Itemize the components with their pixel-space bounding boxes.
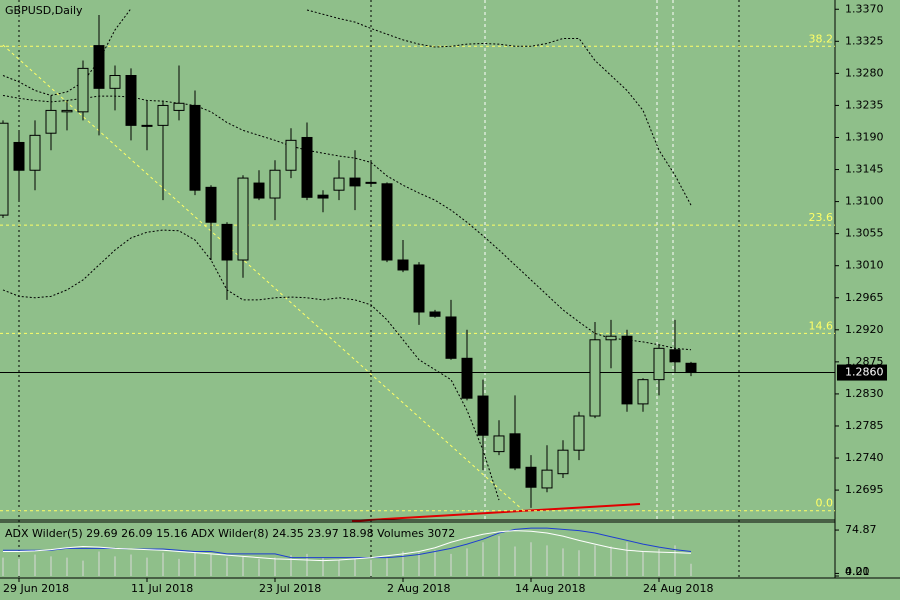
x-tick-label: 11 Jul 2018: [131, 582, 193, 595]
x-tick-label: 2 Aug 2018: [387, 582, 450, 595]
candle-body: [141, 124, 153, 127]
y-tick-label: 1.3010: [845, 259, 884, 272]
candle-body: [13, 141, 25, 171]
candle-body: [253, 182, 265, 199]
x-tick-label: 14 Aug 2018: [515, 582, 585, 595]
candle-body: [685, 362, 697, 374]
fib-label: 14.6: [809, 319, 834, 332]
candle-body: [381, 183, 393, 261]
band-middle: [2, 94, 692, 351]
candle-body: [413, 264, 425, 313]
candle-body: [397, 259, 409, 271]
y-tick-label: 1.2830: [845, 387, 884, 400]
indicator-tick-label: 0.00: [845, 565, 870, 578]
candle-body: [445, 316, 457, 359]
candle-body: [205, 186, 217, 223]
y-tick-label: 1.2965: [845, 291, 884, 304]
y-tick-label: 1.3235: [845, 98, 884, 111]
y-tick-label: 1.3280: [845, 66, 884, 79]
candle-body: [493, 435, 505, 453]
candle-body: [301, 136, 313, 198]
candle-body: [477, 395, 489, 436]
trend-line: [351, 503, 641, 522]
y-tick-label: 1.2695: [845, 483, 884, 496]
candle-body: [237, 177, 249, 261]
y-tick-label: 1.2740: [845, 451, 884, 464]
band-upper: [306, 9, 692, 206]
indicator-tick-label: 4.21: [845, 565, 870, 578]
chart-title: GBPUSD,Daily: [5, 4, 83, 17]
candle-body: [349, 177, 361, 187]
y-tick-label: 1.3190: [845, 130, 884, 143]
candle-body: [573, 415, 585, 451]
candle-body: [333, 177, 345, 191]
candle-body: [525, 466, 537, 488]
candle-body: [29, 134, 41, 171]
y-tick-label: 1.3055: [845, 227, 884, 240]
indicator-legend: ADX Wilder(5) 29.69 26.09 15.16 ADX Wild…: [5, 527, 455, 540]
candle-body: [285, 139, 297, 171]
candle-body: [45, 109, 57, 134]
band-lower: [2, 229, 500, 501]
y-tick-label: 1.3370: [845, 2, 884, 15]
candle-body: [669, 349, 681, 363]
candle-body: [221, 223, 233, 261]
adx-line: [3, 530, 692, 562]
band-upper: [2, 8, 132, 96]
candle-body: [637, 379, 649, 405]
y-tick-label: 1.2785: [845, 419, 884, 432]
candle-body: [621, 335, 633, 405]
last-price-box: [837, 364, 887, 381]
fib-label: 23.6: [809, 211, 834, 224]
fib-label: 0.0: [816, 497, 834, 510]
candle-body: [0, 122, 9, 216]
candle-body: [541, 469, 553, 489]
candle-body: [605, 335, 617, 341]
vertical-markers: [18, 0, 740, 578]
fib-label: 38.2: [809, 32, 834, 45]
x-tick-label: 29 Jun 2018: [3, 582, 69, 595]
candle-body: [61, 109, 73, 113]
candle-body: [317, 194, 329, 199]
indicator-tick-label: 74.87: [845, 523, 877, 536]
candle-body: [93, 45, 105, 89]
candle-body: [157, 104, 169, 126]
candle-body: [77, 67, 89, 113]
candle-body: [189, 104, 201, 191]
candle-body: [109, 75, 121, 89]
candle-body: [269, 169, 281, 199]
y-tick-label: 1.3100: [845, 195, 884, 208]
candle-body: [365, 181, 377, 184]
y-tick-label: 1.3145: [845, 163, 884, 176]
y-tick-label: 1.2920: [845, 323, 884, 336]
candle-body: [589, 339, 601, 417]
candle-body: [461, 357, 473, 399]
last-price-label: 1.2860: [845, 366, 884, 379]
x-tick-label: 24 Aug 2018: [643, 582, 713, 595]
x-tick-label: 23 Jul 2018: [259, 582, 321, 595]
fib-trend-line: [2, 44, 526, 513]
y-tick-label: 1.3325: [845, 34, 884, 47]
candle-body: [557, 449, 569, 475]
candle-body: [509, 433, 521, 469]
candle-body: [429, 311, 441, 317]
candle-body: [125, 75, 137, 126]
candle-body: [653, 347, 665, 381]
candle-body: [173, 102, 185, 111]
